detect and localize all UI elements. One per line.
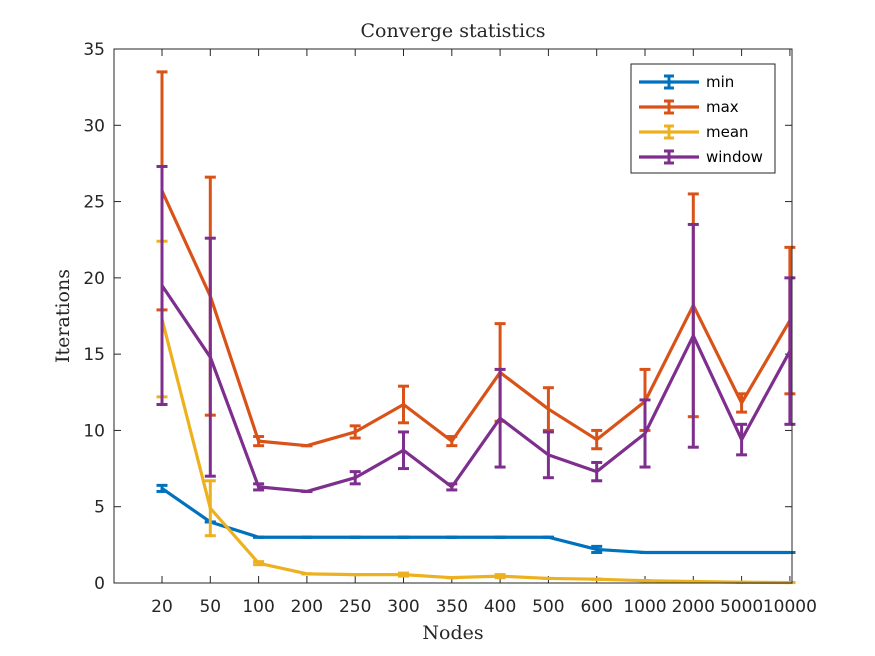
series-layer [156,70,796,585]
series-line-window [160,284,792,494]
x-tick-label: 400 [484,597,516,617]
legend-entry-max: max [639,98,739,116]
x-tick-label: 20 [151,597,173,617]
plot-frame [113,48,793,584]
ticks-layer: 0 5 10 15 20 25 30 35 20 50 100 200 250 300 350 400 500 6… [83,40,817,617]
series-line-min [161,487,790,555]
legend-label-mean: mean [706,123,749,141]
x-tick-label: 50 [199,597,221,617]
x-tick-label: 100 [242,597,274,617]
x-tick-label: 350 [436,597,468,617]
x-tick-label: 500 [532,597,564,617]
legend-label-window: window [706,148,763,166]
series-window [156,164,796,494]
x-axis-label: Nodes [422,622,483,644]
chart-title: Converge statistics [361,20,546,42]
legend-label-max: max [706,98,739,116]
x-tick-label: 10000 [763,597,817,617]
legend: min max mean window [630,63,776,174]
y-tick-label: 5 [94,498,105,518]
series-min [156,483,796,555]
y-axis-label: Iterations [52,269,74,363]
y-tick-label: 30 [83,116,105,136]
y-tick-label: 0 [94,574,105,594]
y-tick-label: 25 [83,193,105,213]
x-tick-label: 250 [339,597,371,617]
series-line-max [160,190,792,448]
legend-entry-mean: mean [639,123,749,141]
x-tick-label: 300 [387,597,419,617]
legend-entry-min: min [639,73,734,91]
y-tick-label: 15 [83,345,105,365]
series-line-mean [160,318,790,585]
x-tick-label: 600 [580,597,612,617]
x-tick-label: 2000 [672,597,715,617]
y-tick-label: 20 [83,269,105,289]
y-tick-label: 35 [83,40,105,60]
legend-label-min: min [706,73,734,91]
y-tick-label: 10 [83,421,105,441]
x-tick-label: 200 [291,597,323,617]
x-tick-label: 5000 [720,597,763,617]
legend-entry-window: window [639,148,763,166]
x-tick-label: 1000 [623,597,666,617]
